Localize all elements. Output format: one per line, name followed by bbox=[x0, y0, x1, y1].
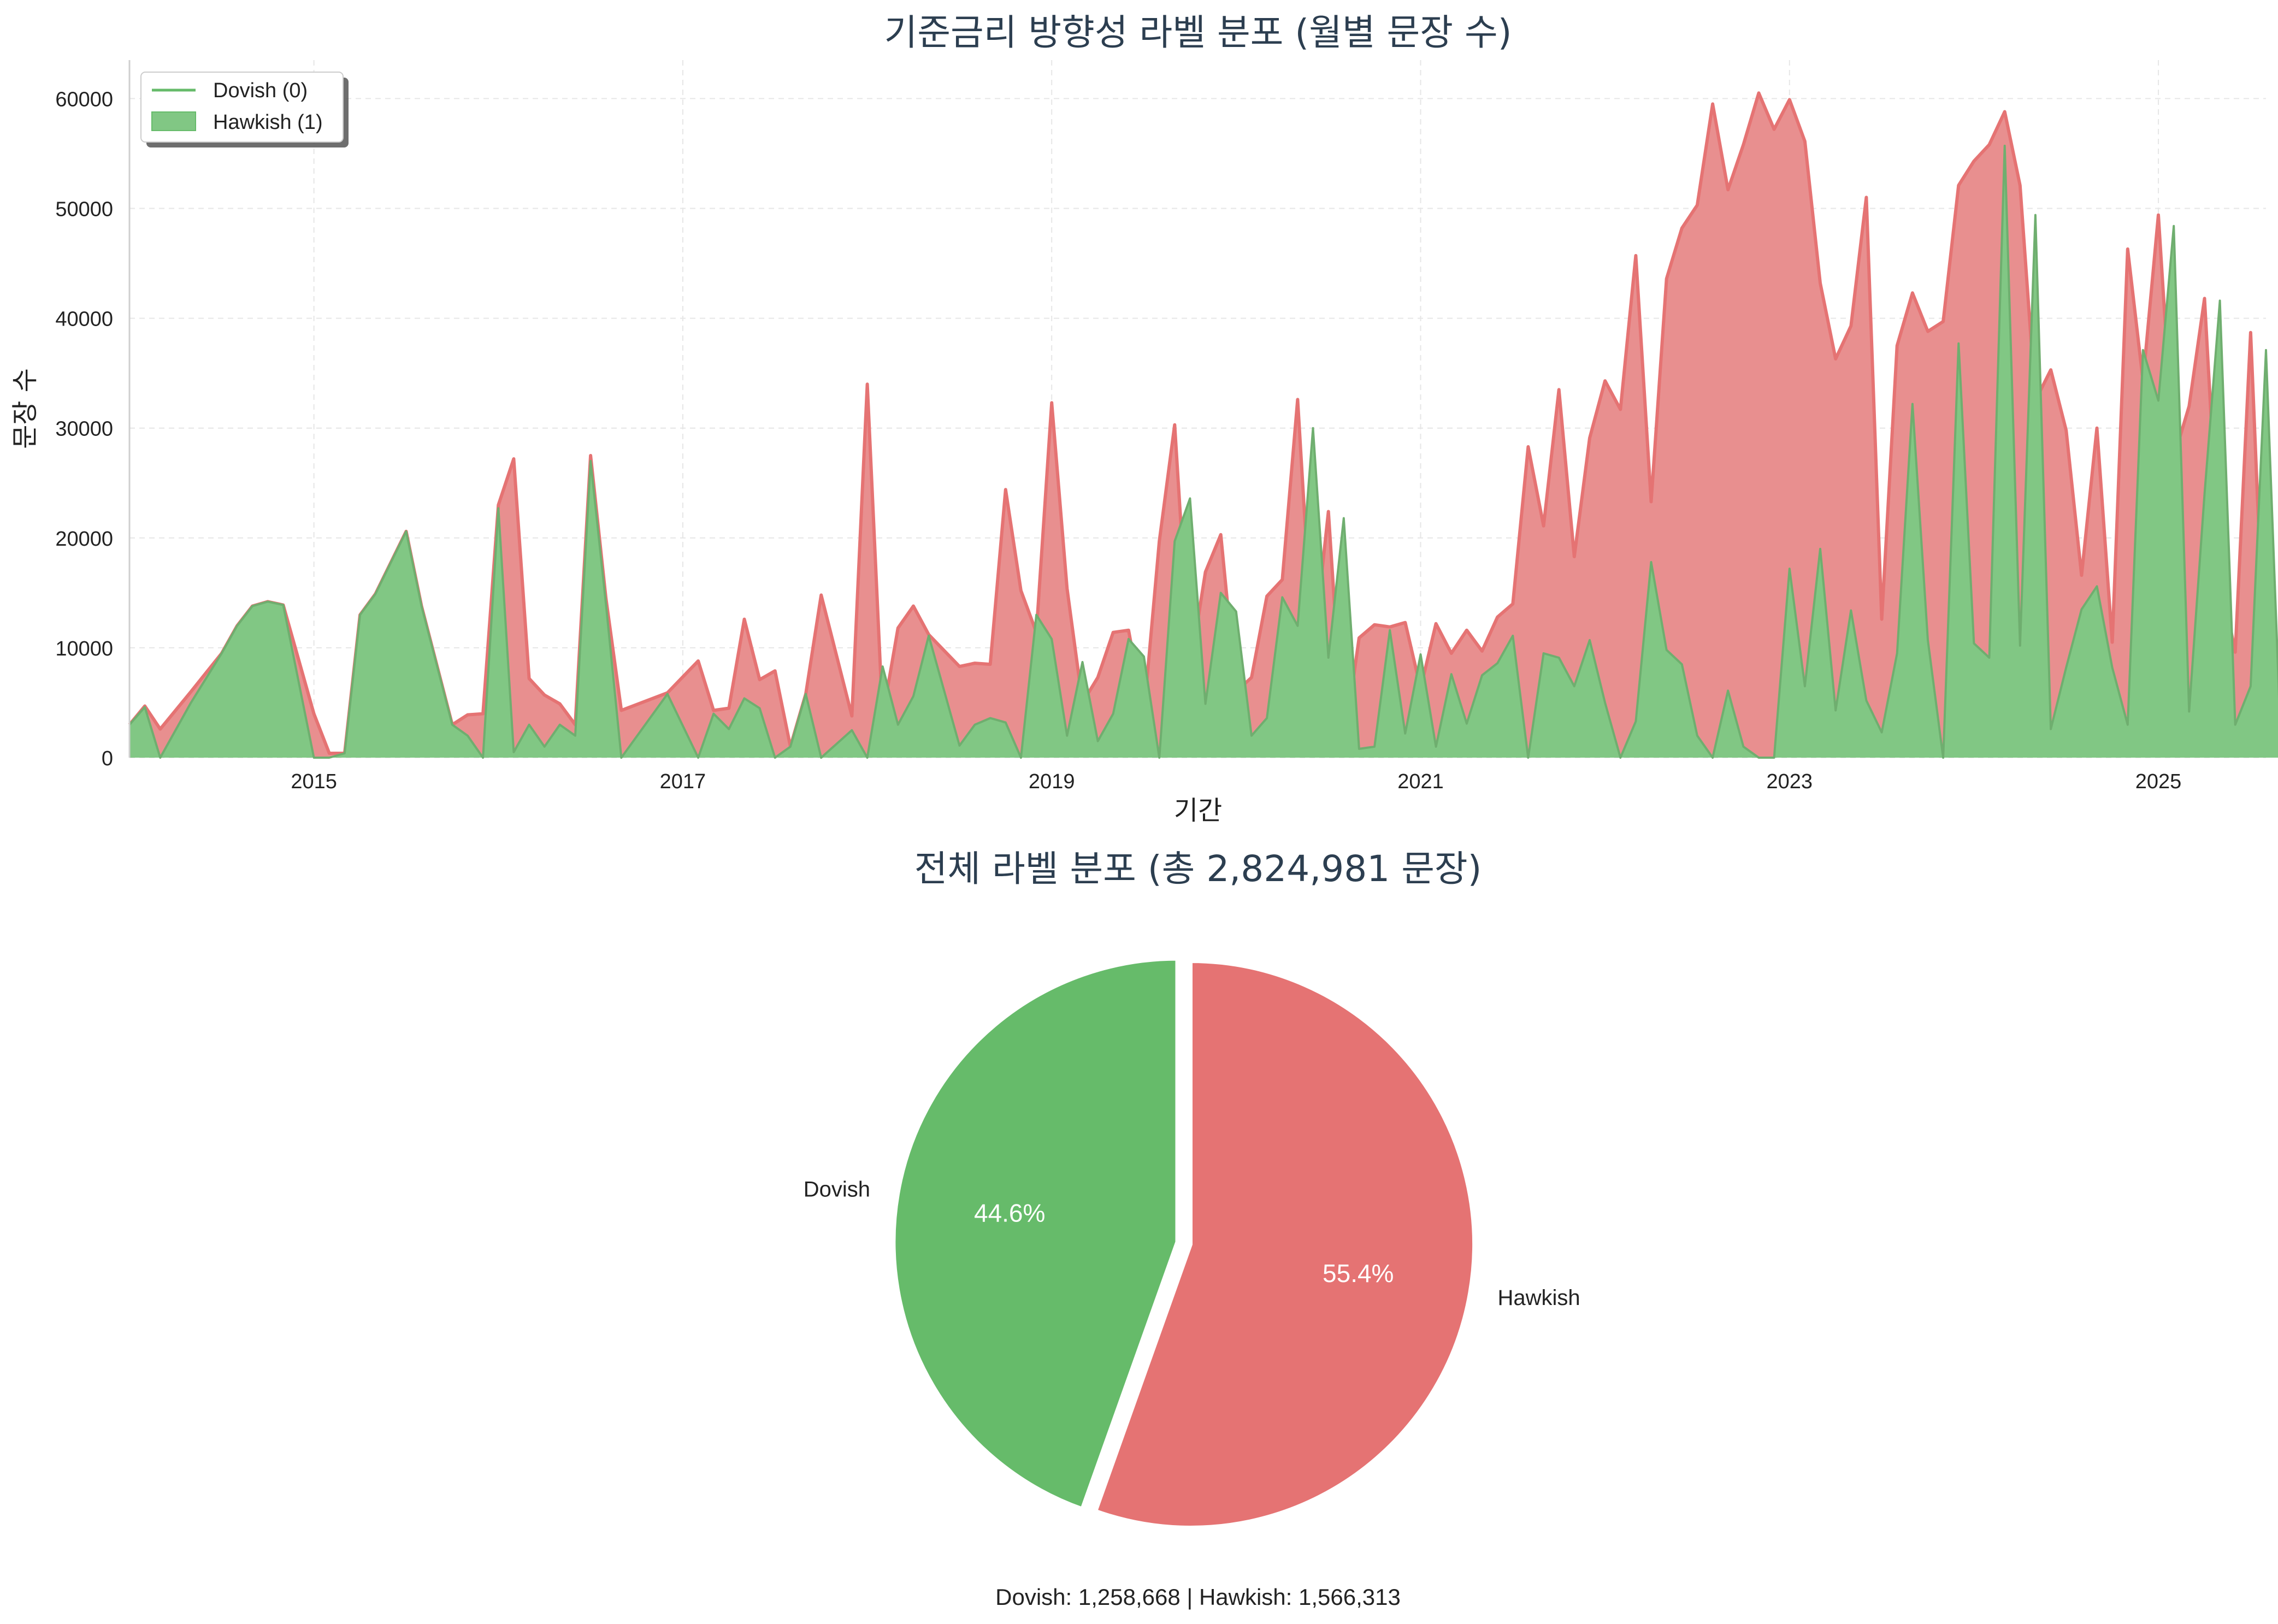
pie-label-hawkish: Hawkish bbox=[1497, 1286, 1580, 1310]
x-axis-label: 기간 bbox=[1174, 795, 1222, 826]
pie-label-dovish: Dovish bbox=[804, 1178, 870, 1202]
y-tick-label: 40000 bbox=[55, 308, 113, 331]
x-tick-label: 2017 bbox=[660, 770, 706, 793]
area-series-front-line bbox=[128, 144, 2278, 759]
x-tick-label: 2019 bbox=[1029, 770, 1075, 793]
y-tick-label: 30000 bbox=[55, 418, 113, 441]
area-series-back-line bbox=[128, 91, 2278, 755]
legend-label-hawkish: Hawkish (1) bbox=[213, 111, 323, 134]
y-tick-label: 50000 bbox=[55, 198, 113, 221]
y-tick-labels: 0 10000 20000 30000 40000 50000 60000 bbox=[55, 88, 113, 770]
legend-marker-hawkish bbox=[151, 111, 196, 131]
area-chart: 기준금리 방향성 라벨 분포 (월별 문장 수) 0 10000 20000 3000… bbox=[10, 11, 2278, 826]
legend: Dovish (0) Hawkish (1) bbox=[140, 72, 349, 147]
pie-chart: 전체 라벨 분포 (총 2,824,981 문장) 44.6% 55.4% Do… bbox=[804, 848, 1580, 1610]
y-tick-label: 60000 bbox=[55, 88, 113, 111]
pie-pct-label-hawkish: 55.4% bbox=[1323, 1259, 1394, 1288]
pie-pct-label-dovish: 44.6% bbox=[974, 1199, 1045, 1227]
pie-slice-hawkish bbox=[1094, 959, 1476, 1529]
area-series-back bbox=[129, 93, 2278, 758]
y-tick-label: 0 bbox=[102, 747, 113, 770]
area-chart-title: 기준금리 방향성 라벨 분포 (월별 문장 수) bbox=[884, 11, 1512, 54]
y-axis-label: 문장 수 bbox=[10, 368, 40, 449]
x-tick-labels: 2015 2017 2019 2021 2023 2025 bbox=[291, 770, 2181, 793]
y-tick-label: 20000 bbox=[55, 528, 113, 551]
legend-label-dovish: Dovish (0) bbox=[213, 79, 308, 102]
x-tick-label: 2023 bbox=[1766, 770, 1813, 793]
pie-slice-dovish bbox=[892, 957, 1179, 1511]
y-tick-label: 10000 bbox=[55, 637, 113, 660]
x-tick-label: 2015 bbox=[291, 770, 337, 793]
pie-chart-title: 전체 라벨 분포 (총 2,824,981 문장) bbox=[914, 848, 1482, 890]
pie-summary-text: Dovish: 1,258,668 | Hawkish: 1,566,313 bbox=[995, 1584, 1401, 1610]
x-tick-label: 2025 bbox=[2135, 770, 2182, 793]
area-series-front bbox=[129, 145, 2278, 758]
x-tick-label: 2021 bbox=[1397, 770, 1444, 793]
